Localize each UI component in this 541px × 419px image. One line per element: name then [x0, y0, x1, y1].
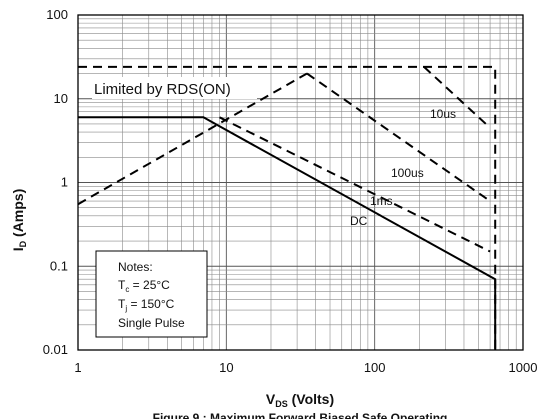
limit-label-bg: [92, 77, 257, 99]
notes-title: Notes:: [118, 260, 153, 274]
notes-tc: Tc = 25°C: [118, 278, 170, 294]
series-10us: [78, 65, 497, 350]
label-1ms: 1ms: [370, 194, 393, 208]
x-tick-label: 100: [364, 360, 386, 375]
x-axis-label: VDS (Volts): [266, 391, 334, 409]
y-tick-label: 0.01: [43, 342, 68, 357]
series-100us: [306, 72, 491, 202]
notes-pulse: Single Pulse: [118, 316, 185, 330]
label-dc: DC: [350, 214, 368, 228]
y-tick-label: 100: [46, 7, 68, 22]
tick-labels: 1 10 100 1000 0.01 0.1 1 10 100: [43, 7, 538, 375]
x-tick-label: 1000: [509, 360, 538, 375]
label-100us: 100us: [391, 166, 424, 180]
y-tick-label: 1: [61, 175, 68, 190]
figure-caption: Figure 9 : Maximum Forward Biased Safe O…: [153, 411, 448, 419]
grid: [77, 15, 523, 351]
x-tick-label: 1: [74, 360, 81, 375]
notes-box: [95, 250, 208, 338]
notes-tj: Tj = 150°C: [118, 297, 175, 313]
y-axis-label: ID (Amps): [10, 189, 28, 252]
series-1ms: [219, 116, 491, 253]
x-tick-label: 10: [219, 360, 233, 375]
plot-frame: [77, 14, 524, 351]
y-tick-label: 0.1: [50, 258, 68, 273]
label-10us: 10us: [430, 107, 456, 121]
series-lines: [77, 65, 497, 350]
y-tick-label: 10: [54, 91, 68, 106]
limit-label: Limited by RDS(ON): [94, 81, 231, 98]
